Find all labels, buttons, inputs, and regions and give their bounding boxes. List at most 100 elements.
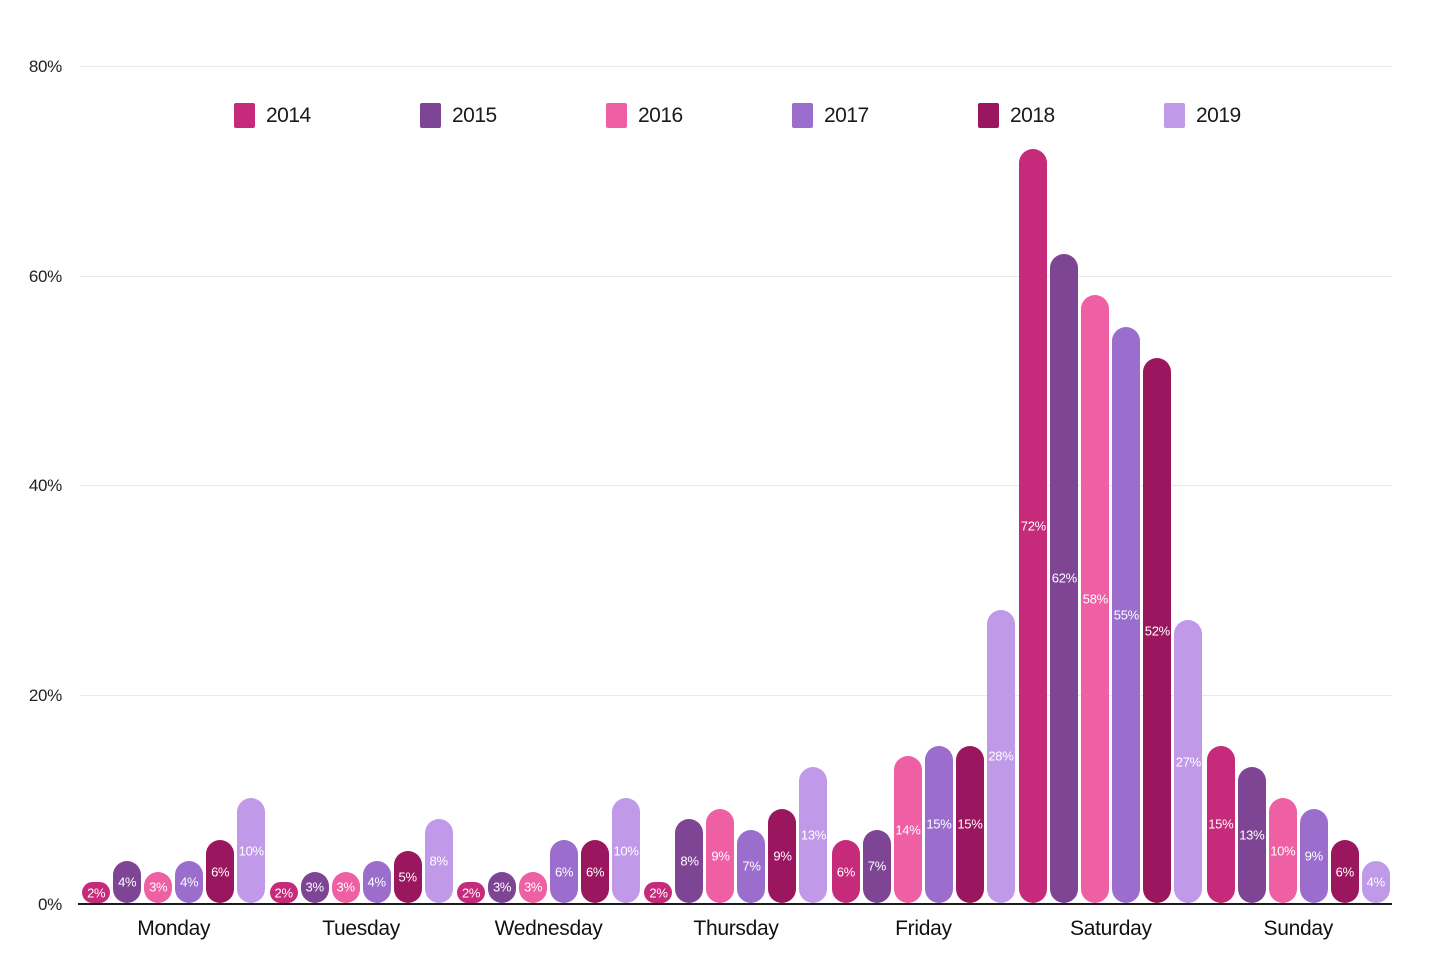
bar-wednesday-2015[interactable]: 3%	[488, 871, 517, 903]
bar-thursday-2015[interactable]: 8%	[675, 819, 704, 903]
bar-value-label: 3%	[523, 879, 543, 895]
bar-value-label: 7%	[867, 858, 887, 874]
legend-item-2014[interactable]: 2014	[234, 103, 311, 128]
bar-value-label: 9%	[773, 848, 792, 864]
bar-wednesday-2017[interactable]: 6%	[550, 840, 579, 903]
bar-value-label: 52%	[1144, 623, 1170, 639]
bar-value-label: 2%	[274, 885, 294, 901]
bar-monday-2019[interactable]: 10%	[237, 798, 266, 903]
bar-thursday-2019[interactable]: 13%	[799, 766, 828, 903]
bar-friday-2016[interactable]: 14%	[893, 756, 922, 903]
bar-friday-2017[interactable]: 15%	[924, 745, 953, 903]
bar-friday-2019[interactable]: 28%	[986, 609, 1015, 903]
legend-item-2017[interactable]: 2017	[792, 103, 869, 128]
legend-swatch	[1164, 103, 1185, 128]
bar-group-friday: 6% 7% 14% 15% 15% 28%	[830, 0, 1017, 903]
bar-group-tuesday: 2% 3% 3% 4% 5% 8%	[267, 0, 454, 903]
legend-label: 2016	[638, 104, 683, 127]
legend-label: 2015	[452, 104, 497, 127]
x-axis-category-label-friday: Friday	[895, 917, 952, 940]
bar-thursday-2017[interactable]: 7%	[737, 829, 766, 903]
bar-value-label: 2%	[87, 885, 106, 901]
legend-item-2018[interactable]: 2018	[978, 103, 1055, 128]
bar-monday-2018[interactable]: 6%	[206, 840, 235, 903]
legend-item-2016[interactable]: 2016	[606, 103, 683, 128]
bar-value-label: 3%	[336, 879, 356, 895]
bar-sunday-2018[interactable]: 6%	[1330, 840, 1359, 903]
bar-value-label: 62%	[1051, 570, 1077, 586]
legend: 2014 2015 2016 2017 2018 2019	[0, 103, 1456, 131]
bar-value-label: 15%	[926, 816, 952, 832]
bar-monday-2016[interactable]: 3%	[144, 871, 173, 903]
gridline-20	[80, 694, 1392, 696]
bar-value-label: 28%	[988, 748, 1014, 764]
legend-swatch	[606, 103, 627, 128]
bar-saturday-2019[interactable]: 27%	[1174, 620, 1203, 903]
legend-swatch	[978, 103, 999, 128]
bar-saturday-2015[interactable]: 62%	[1050, 253, 1079, 903]
bar-sunday-2014[interactable]: 15%	[1206, 745, 1235, 903]
bar-monday-2014[interactable]: 2%	[82, 882, 111, 903]
bar-value-label: 15%	[1208, 816, 1234, 832]
bar-sunday-2016[interactable]: 10%	[1268, 798, 1297, 903]
bar-value-label: 58%	[1082, 591, 1108, 607]
bar-value-label: 4%	[1366, 874, 1386, 890]
bar-thursday-2014[interactable]: 2%	[644, 882, 673, 903]
bar-value-label: 6%	[211, 864, 230, 880]
bar-tuesday-2018[interactable]: 5%	[393, 850, 422, 903]
bar-value-label: 4%	[118, 874, 137, 890]
bar-saturday-2017[interactable]: 55%	[1112, 326, 1141, 903]
gridline-60	[80, 275, 1392, 277]
bar-thursday-2016[interactable]: 9%	[706, 808, 735, 903]
legend-label: 2018	[1010, 104, 1055, 127]
bar-friday-2018[interactable]: 15%	[955, 745, 984, 903]
bar-group-wednesday: 2% 3% 3% 6% 6% 10%	[455, 0, 642, 903]
legend-item-2015[interactable]: 2015	[420, 103, 497, 128]
bar-group-saturday: 72% 62% 58% 55% 52% 27%	[1017, 0, 1204, 903]
bar-value-label: 10%	[1270, 843, 1296, 859]
bar-thursday-2018[interactable]: 9%	[768, 808, 797, 903]
x-axis-category-label-sunday: Sunday	[1263, 917, 1334, 940]
bar-sunday-2017[interactable]: 9%	[1299, 808, 1328, 903]
bar-value-label: 2%	[461, 885, 481, 901]
x-axis-category-label-saturday: Saturday	[1070, 917, 1152, 940]
y-axis-tick-label: 80%	[28, 57, 62, 76]
bar-tuesday-2019[interactable]: 8%	[424, 819, 453, 903]
bar-tuesday-2017[interactable]: 4%	[362, 861, 391, 903]
bar-saturday-2016[interactable]: 58%	[1081, 295, 1110, 903]
bar-value-label: 14%	[895, 822, 921, 838]
bar-monday-2015[interactable]: 4%	[113, 861, 142, 903]
bar-saturday-2018[interactable]: 52%	[1143, 358, 1172, 903]
bar-value-label: 55%	[1113, 607, 1139, 623]
bar-sunday-2019[interactable]: 4%	[1361, 861, 1390, 903]
legend-label: 2019	[1196, 104, 1241, 127]
bar-wednesday-2014[interactable]: 2%	[457, 882, 486, 903]
bar-friday-2015[interactable]: 7%	[862, 829, 891, 903]
bar-wednesday-2019[interactable]: 10%	[612, 798, 641, 903]
bar-sunday-2015[interactable]: 13%	[1237, 766, 1266, 903]
y-axis-tick-label: 40%	[28, 476, 62, 495]
plot-area: 2% 4% 3% 4% 6% 10% 2% 3% 3% 4% 5% 8% 2% 3% 3% 6% 6% 10% 2%…	[78, 0, 1392, 905]
legend-item-2019[interactable]: 2019	[1164, 103, 1241, 128]
bar-value-label: 10%	[238, 843, 264, 859]
bar-value-label: 9%	[1304, 848, 1324, 864]
y-axis-tick-label: 20%	[28, 685, 62, 705]
bar-monday-2017[interactable]: 4%	[175, 861, 204, 903]
bar-tuesday-2014[interactable]: 2%	[269, 882, 298, 903]
bar-saturday-2014[interactable]: 72%	[1019, 148, 1048, 903]
bar-wednesday-2016[interactable]: 3%	[519, 871, 548, 903]
bar-value-label: 5%	[398, 869, 418, 885]
bar-value-label: 6%	[554, 864, 574, 880]
legend-swatch	[234, 103, 255, 128]
bar-value-label: 8%	[429, 853, 449, 869]
bar-tuesday-2016[interactable]: 3%	[331, 871, 360, 903]
x-axis-category-label-monday: Monday	[137, 917, 211, 940]
bar-wednesday-2018[interactable]: 6%	[581, 840, 610, 903]
bar-tuesday-2015[interactable]: 3%	[300, 871, 329, 903]
bar-group-sunday: 15% 13% 10% 9% 6% 4%	[1205, 0, 1392, 903]
bar-value-label: 7%	[742, 858, 761, 874]
bar-friday-2014[interactable]: 6%	[831, 840, 860, 903]
bar-group-monday: 2% 4% 3% 4% 6% 10%	[80, 0, 267, 903]
bar-value-label: 10%	[613, 843, 639, 859]
